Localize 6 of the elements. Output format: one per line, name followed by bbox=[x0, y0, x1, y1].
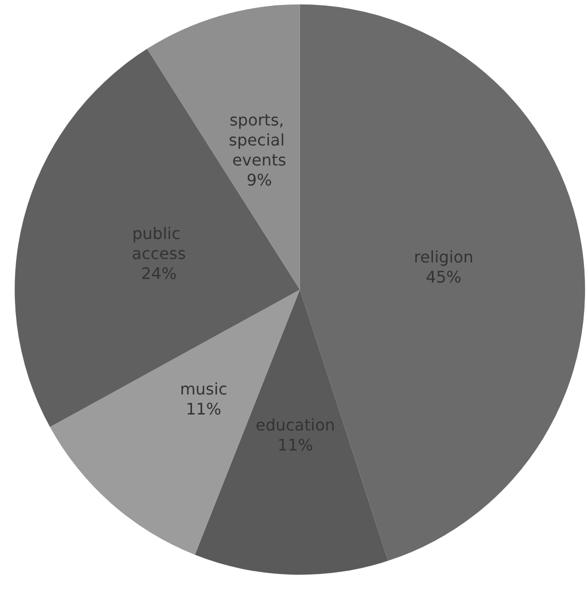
data-label: 9% bbox=[246, 170, 272, 190]
data-label: 45% bbox=[426, 267, 462, 286]
slice-label: music bbox=[180, 379, 228, 398]
data-label: 11% bbox=[186, 399, 222, 418]
slice-label: religion bbox=[414, 247, 474, 266]
slice-label: sports, special events bbox=[228, 110, 290, 170]
